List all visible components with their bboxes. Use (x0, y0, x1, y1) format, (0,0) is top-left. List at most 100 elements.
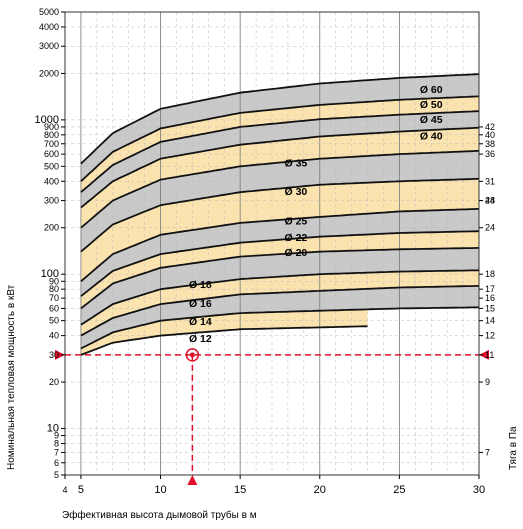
y-tick-label: 60 (49, 303, 59, 313)
curve-label: Ø 14 (189, 316, 212, 328)
y-tick-label: 5000 (39, 7, 59, 17)
y-tick-label: 10 (47, 423, 59, 435)
draft-tick-label: 28 (485, 196, 495, 206)
y-tick-label: 6 (54, 458, 59, 468)
draft-tick-label: 12 (485, 331, 495, 341)
draft-tick-label: 15 (485, 303, 495, 313)
curve-label: Ø 40 (420, 131, 443, 143)
y-tick-label: 800 (44, 130, 59, 140)
band-8 (80, 150, 480, 252)
y-tick-label: 900 (44, 122, 59, 132)
curve-label: Ø 16 (189, 298, 212, 310)
y-tick-label: 3000 (39, 41, 59, 51)
y-tick-label: 1000 (35, 114, 59, 126)
curves-layer (80, 73, 480, 356)
draft-tick-label: 44 (485, 196, 495, 206)
y-tick-label: 7 (54, 447, 59, 457)
draft-tick-label: 42 (485, 122, 495, 132)
curve-18 (80, 269, 480, 326)
band-7 (80, 178, 480, 282)
band-9 (80, 127, 480, 228)
y-tick-label: 700 (44, 139, 59, 149)
y-tick-label: 50 (49, 316, 59, 326)
curve-label: Ø 25 (285, 215, 308, 227)
y-tick-label: 5 (54, 470, 59, 480)
y-tick-label: 100 (41, 268, 59, 280)
overlay-layer (55, 348, 489, 485)
curve-16 (80, 285, 480, 337)
curve-label: Ø 18 (189, 279, 212, 291)
curve-label: Ø 60 (420, 84, 443, 96)
grid-layer (65, 11, 480, 476)
band-5 (80, 231, 480, 309)
curve-25 (80, 208, 480, 282)
curve-12 (80, 325, 368, 356)
y-tick-label: 30 (49, 350, 59, 360)
band-4 (80, 247, 480, 325)
bands-layer (65, 12, 480, 475)
y-tick-label: 4000 (39, 22, 59, 32)
draft-tick-label: 31 (485, 176, 495, 186)
x-axis-title: Эффективная высота дымовой трубы в м (62, 509, 257, 521)
draft-tick-label: 40 (485, 130, 495, 140)
x-tick-label: 25 (393, 484, 405, 496)
curve-60 (80, 73, 480, 165)
y-tick-label: 20 (49, 377, 59, 387)
curve-14 (80, 306, 480, 350)
curve-label: Ø 22 (285, 232, 308, 244)
band-10 (80, 111, 480, 208)
curve-50 (80, 95, 480, 182)
curve-22 (80, 230, 480, 297)
curve-35 (80, 149, 480, 229)
curve-30 (80, 177, 480, 253)
y-tick-label: 2000 (39, 68, 59, 78)
draft-tick-label: 11 (485, 350, 494, 360)
x-tick-label: 20 (314, 484, 326, 496)
example-left-arrow (55, 349, 65, 360)
y-tick-label: 8 (54, 438, 59, 448)
draft-tick-label: 16 (485, 293, 495, 303)
band-11 (80, 96, 480, 193)
band-2 (80, 285, 480, 349)
plot-frame (64, 11, 480, 476)
draft-tick-label: 24 (485, 223, 495, 233)
example-right-arrow (479, 349, 489, 360)
y-axis-title: Номинальная тепловая мощность в кВт (6, 284, 17, 470)
curve-label: Ø 12 (189, 333, 212, 345)
x-tick-label: 4 (62, 485, 67, 495)
curve-45 (80, 110, 480, 193)
curve-20 (80, 247, 480, 310)
curve-label: Ø 50 (420, 99, 443, 111)
y-tick-label: 70 (49, 293, 59, 303)
curve-label: Ø 20 (285, 247, 308, 259)
y-tick-label: 40 (49, 331, 59, 341)
labels-layer: Ø 12 Ø 14 Ø 16 Ø 18 Ø 20 Ø 22 Ø 25 Ø 30 Ø 35 Ø 40… (189, 84, 443, 345)
example-bottom-arrow (187, 475, 198, 485)
x-tick-label: 10 (154, 484, 166, 496)
y-tick-label: 90 (49, 276, 59, 286)
y-tick-label: 200 (44, 223, 59, 233)
draft-tick-label: 7 (485, 447, 490, 457)
x-tick-label: 30 (473, 484, 485, 496)
y2-axis-title: Тяга в Па (508, 426, 519, 470)
draft-tick-label: 18 (485, 269, 495, 279)
y-tick-label: 80 (49, 284, 59, 294)
draft-tick-label: 14 (485, 316, 495, 326)
y-tick-label: 400 (44, 176, 59, 186)
curve-label: Ø 30 (285, 186, 308, 198)
curve-40 (80, 126, 480, 209)
curve-label: Ø 45 (420, 114, 443, 126)
y-tick-label: 500 (44, 161, 59, 171)
y-tick-label: 300 (44, 196, 59, 206)
draft-tick-label: 17 (485, 284, 495, 294)
y-tick-label: 9 (54, 431, 59, 441)
x-tick-label: 5 (78, 484, 84, 496)
curve-label: Ø 35 (285, 158, 308, 170)
x-tick-label: 15 (234, 484, 246, 496)
y-tick-label: 600 (44, 149, 59, 159)
band-6 (80, 208, 480, 297)
draft-tick-label: 9 (485, 377, 490, 387)
example-marker-dot (189, 352, 195, 358)
